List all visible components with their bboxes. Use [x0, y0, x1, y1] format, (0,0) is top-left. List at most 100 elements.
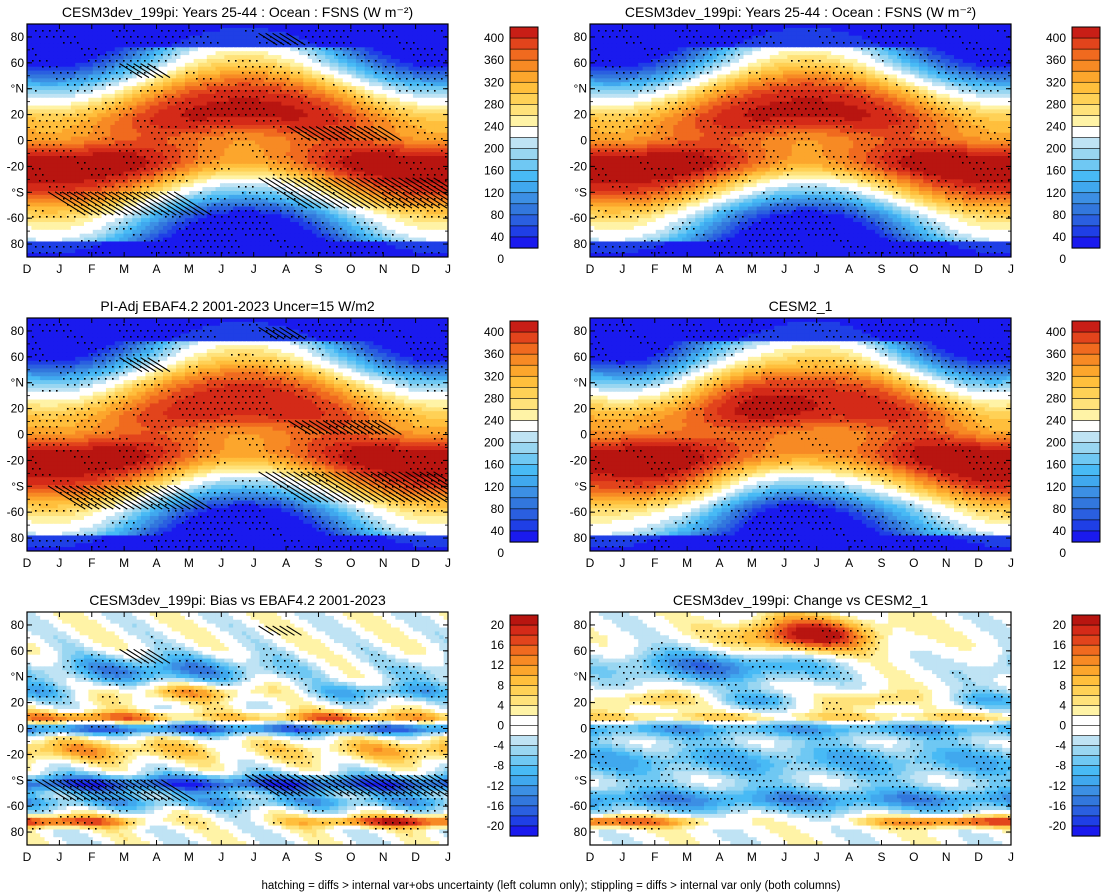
y-tick-label: °S: [574, 185, 587, 199]
colorbar-swatch: [1071, 644, 1101, 656]
colorbar-label: 160: [1046, 458, 1066, 472]
colorbar-swatch: [509, 735, 539, 747]
x-tick-label: D: [974, 262, 983, 276]
x-tick-label: O: [346, 850, 355, 864]
colorbar-swatch: [509, 715, 539, 727]
y-tick-label: °N: [574, 670, 587, 684]
y-tick-label: °S: [11, 479, 24, 493]
x-tick-label: D: [23, 556, 32, 570]
colorbar-swatch: [1071, 695, 1101, 707]
x-tick-label: S: [877, 262, 885, 276]
colorbar-label: 80: [491, 502, 505, 516]
y-tick-label: 60: [574, 56, 588, 70]
colorbar-label: -8: [1055, 759, 1066, 773]
y-tick-label: -60: [7, 211, 25, 225]
y-tick-label: 20: [11, 696, 25, 710]
x-tick-label: J: [56, 850, 62, 864]
colorbar-swatch: [1071, 93, 1101, 105]
y-tick-label: -60: [7, 505, 25, 519]
x-tick-label: A: [716, 262, 724, 276]
colorbar-swatch: [509, 148, 539, 161]
y-tick-label: 60: [11, 56, 25, 70]
colorbar-swatch: [509, 695, 539, 707]
hatching: [47, 32, 448, 216]
y-tick-label: 60: [11, 350, 25, 364]
x-tick-label: D: [586, 262, 595, 276]
x-tick-label: O: [909, 556, 918, 570]
y-tick-label: 80: [11, 618, 25, 632]
y-tick-label: 80: [574, 237, 588, 251]
x-tick-label: F: [88, 850, 95, 864]
colorbar-swatch: [509, 664, 539, 676]
colorbar-swatch: [1071, 192, 1101, 205]
colorbar-swatch: [509, 37, 539, 50]
x-tick-label: J: [56, 262, 62, 276]
colorbar-swatch: [509, 795, 539, 807]
y-tick-label: -20: [7, 159, 25, 173]
colorbar-swatch: [509, 126, 539, 139]
y-tick-label: 80: [11, 531, 25, 545]
colorbar-label: 20: [1053, 618, 1067, 632]
y-tick-label: -20: [570, 453, 588, 467]
colorbar-swatch: [1071, 705, 1101, 717]
stippling: [595, 618, 1010, 830]
colorbar-label: 400: [484, 325, 504, 339]
colorbar-swatch: [1071, 624, 1101, 636]
x-tick-label: J: [1008, 556, 1014, 570]
colorbar-label: 0: [497, 252, 504, 266]
colorbar-label: 160: [484, 164, 504, 178]
colorbar-label: 320: [484, 75, 504, 89]
colorbar-label: 240: [1046, 119, 1066, 133]
x-tick-label: N: [942, 262, 951, 276]
colorbar-label: 12: [1053, 658, 1067, 672]
colorbar-swatch: [1071, 815, 1101, 827]
x-tick-label: D: [411, 850, 420, 864]
colorbar-swatch: [509, 386, 539, 399]
x-tick-label: J: [1008, 850, 1014, 864]
colorbar-swatch: [509, 48, 539, 61]
y-tick-label: -60: [570, 505, 588, 519]
colorbar: 20 16 12 8 4 0 -4 -8 -12 -16 -20: [1049, 614, 1101, 837]
colorbar-swatch: [509, 159, 539, 172]
colorbar-swatch: [1071, 805, 1101, 817]
colorbar-swatch: [509, 225, 539, 238]
hatching: [47, 326, 448, 510]
colorbar-label: 360: [484, 347, 504, 361]
colorbar-swatch: [1071, 685, 1101, 696]
colorbar-swatch: [509, 342, 539, 355]
x-tick-label: M: [119, 850, 129, 864]
panel-3: PI-Adj EBAF4.2 2001-2023 Uncer=15 W/m2 80…: [7, 298, 539, 570]
colorbar-swatch: [509, 192, 539, 205]
colorbar-swatch: [509, 81, 539, 94]
colorbar-swatch: [1071, 519, 1101, 532]
colorbar-swatch: [1071, 745, 1101, 757]
x-tick-label: J: [218, 850, 224, 864]
colorbar-swatch: [1071, 654, 1101, 666]
colorbar-label: -12: [487, 779, 505, 793]
colorbar-swatch: [509, 104, 539, 116]
x-tick-label: D: [586, 556, 595, 570]
stippling: [595, 324, 1010, 548]
colorbar-label: 40: [491, 524, 505, 538]
colorbar-swatch: [1071, 453, 1101, 466]
colorbar-swatch: [509, 508, 539, 521]
y-tick-label: °S: [574, 479, 587, 493]
colorbar-label: -16: [487, 799, 505, 813]
x-tick-label: D: [974, 850, 983, 864]
colorbar-label: 0: [1059, 252, 1066, 266]
colorbar-swatch: [509, 634, 539, 646]
x-tick-label: J: [1008, 262, 1014, 276]
colorbar-swatch: [509, 442, 539, 455]
colorbar-label: 8: [1059, 678, 1066, 692]
panel-title: CESM3dev_199pi: Bias vs EBAF4.2 2001-202…: [89, 592, 386, 608]
colorbar-swatch: [509, 519, 539, 532]
colorbar-label: 0: [497, 546, 504, 560]
panel-title: CESM3dev_199pi: Change vs CESM2_1: [673, 592, 928, 608]
colorbar-swatch: [509, 725, 539, 737]
y-tick-label: 80: [11, 237, 25, 251]
colorbar-swatch: [509, 70, 539, 83]
colorbar-swatch: [509, 214, 539, 227]
x-tick-label: D: [974, 556, 983, 570]
colorbar-swatch: [1071, 775, 1101, 787]
